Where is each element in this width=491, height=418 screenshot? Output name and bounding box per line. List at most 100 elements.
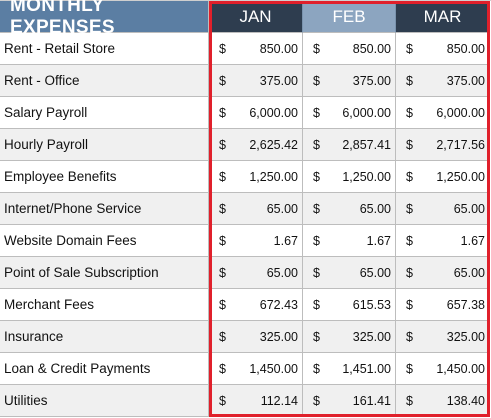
currency-symbol: $: [219, 265, 226, 280]
amount-cell-feb[interactable]: $1.67: [303, 225, 396, 257]
amount-cell-jan[interactable]: $6,000.00: [209, 97, 303, 129]
amount-value: 672.43: [259, 297, 298, 312]
currency-symbol: $: [219, 137, 226, 152]
row-label[interactable]: Rent - Office: [0, 65, 209, 97]
currency-symbol: $: [313, 297, 320, 312]
amount-value: 1,450.00: [436, 361, 485, 376]
amount-cell-jan[interactable]: $672.43: [209, 289, 303, 321]
row-label[interactable]: Salary Payroll: [0, 97, 209, 129]
amount-value: 850.00: [259, 41, 298, 56]
column-header-feb[interactable]: FEB: [303, 1, 396, 33]
amount-cell-mar[interactable]: $325.00: [396, 321, 490, 353]
amount-cell-feb[interactable]: $6,000.00: [303, 97, 396, 129]
amount-value: 375.00: [259, 73, 298, 88]
row-label[interactable]: Rent - Retail Store: [0, 33, 209, 65]
amount-cell-mar[interactable]: $1.67: [396, 225, 490, 257]
amount-cell-feb[interactable]: $2,857.41: [303, 129, 396, 161]
currency-symbol: $: [219, 393, 226, 408]
amount-cell-mar[interactable]: $1,450.00: [396, 353, 490, 385]
amount-value: 325.00: [259, 329, 298, 344]
amount-cell-jan[interactable]: $1,250.00: [209, 161, 303, 193]
amount-value: 161.41: [352, 393, 391, 408]
amount-cell-jan[interactable]: $325.00: [209, 321, 303, 353]
row-label[interactable]: Utilities: [0, 385, 209, 417]
currency-symbol: $: [406, 41, 413, 56]
currency-symbol: $: [406, 137, 413, 152]
amount-value: 138.40: [446, 393, 485, 408]
currency-symbol: $: [406, 201, 413, 216]
amount-cell-feb[interactable]: $1,451.00: [303, 353, 396, 385]
amount-value: 1.67: [366, 233, 391, 248]
amount-cell-mar[interactable]: $1,250.00: [396, 161, 490, 193]
amount-value: 65.00: [266, 265, 298, 280]
currency-symbol: $: [219, 73, 226, 88]
table-title[interactable]: MONTHLY EXPENSES: [0, 0, 209, 38]
currency-symbol: $: [219, 329, 226, 344]
amount-value: 2,717.56: [436, 137, 485, 152]
currency-symbol: $: [313, 73, 320, 88]
row-label[interactable]: Merchant Fees: [0, 289, 209, 321]
currency-symbol: $: [406, 233, 413, 248]
column-header-jan[interactable]: JAN: [209, 1, 303, 33]
amount-cell-feb[interactable]: $615.53: [303, 289, 396, 321]
currency-symbol: $: [406, 361, 413, 376]
row-label[interactable]: Insurance: [0, 321, 209, 353]
amount-value: 325.00: [352, 329, 391, 344]
amount-cell-mar[interactable]: $138.40: [396, 385, 490, 417]
amount-cell-feb[interactable]: $375.00: [303, 65, 396, 97]
amount-value: 1,250.00: [249, 169, 298, 184]
row-label[interactable]: Loan & Credit Payments: [0, 353, 209, 385]
amount-cell-mar[interactable]: $6,000.00: [396, 97, 490, 129]
amount-cell-jan[interactable]: $375.00: [209, 65, 303, 97]
amount-value: 1,450.00: [249, 361, 298, 376]
amount-cell-feb[interactable]: $325.00: [303, 321, 396, 353]
amount-cell-jan[interactable]: $1.67: [209, 225, 303, 257]
amount-cell-feb[interactable]: $1,250.00: [303, 161, 396, 193]
amount-cell-mar[interactable]: $65.00: [396, 193, 490, 225]
amount-cell-mar[interactable]: $657.38: [396, 289, 490, 321]
row-label[interactable]: Hourly Payroll: [0, 129, 209, 161]
currency-symbol: $: [313, 201, 320, 216]
amount-value: 325.00: [446, 329, 485, 344]
amount-cell-mar[interactable]: $850.00: [396, 33, 490, 65]
currency-symbol: $: [219, 41, 226, 56]
currency-symbol: $: [313, 361, 320, 376]
currency-symbol: $: [406, 329, 413, 344]
amount-cell-feb[interactable]: $161.41: [303, 385, 396, 417]
currency-symbol: $: [313, 233, 320, 248]
amount-cell-jan[interactable]: $2,625.42: [209, 129, 303, 161]
amount-cell-jan[interactable]: $65.00: [209, 257, 303, 289]
amount-cell-feb[interactable]: $65.00: [303, 193, 396, 225]
row-label[interactable]: Website Domain Fees: [0, 225, 209, 257]
amount-value: 65.00: [453, 265, 485, 280]
amount-cell-jan[interactable]: $1,450.00: [209, 353, 303, 385]
amount-cell-mar[interactable]: $2,717.56: [396, 129, 490, 161]
amount-value: 2,625.42: [249, 137, 298, 152]
currency-symbol: $: [219, 201, 226, 216]
amount-cell-mar[interactable]: $375.00: [396, 65, 490, 97]
currency-symbol: $: [313, 41, 320, 56]
amount-cell-jan[interactable]: $65.00: [209, 193, 303, 225]
currency-symbol: $: [313, 105, 320, 120]
amount-value: 850.00: [446, 41, 485, 56]
currency-symbol: $: [313, 137, 320, 152]
amount-cell-feb[interactable]: $850.00: [303, 33, 396, 65]
amount-value: 375.00: [352, 73, 391, 88]
amount-cell-feb[interactable]: $65.00: [303, 257, 396, 289]
row-label[interactable]: Internet/Phone Service: [0, 193, 209, 225]
amount-value: 6,000.00: [436, 105, 485, 120]
currency-symbol: $: [313, 329, 320, 344]
currency-symbol: $: [313, 393, 320, 408]
amount-cell-mar[interactable]: $65.00: [396, 257, 490, 289]
currency-symbol: $: [219, 169, 226, 184]
column-header-mar[interactable]: MAR: [396, 1, 490, 33]
row-label[interactable]: Employee Benefits: [0, 161, 209, 193]
amount-cell-jan[interactable]: $850.00: [209, 33, 303, 65]
currency-symbol: $: [219, 361, 226, 376]
currency-symbol: $: [313, 169, 320, 184]
row-label[interactable]: Point of Sale Subscription: [0, 257, 209, 289]
amount-cell-jan[interactable]: $112.14: [209, 385, 303, 417]
amount-value: 375.00: [446, 73, 485, 88]
